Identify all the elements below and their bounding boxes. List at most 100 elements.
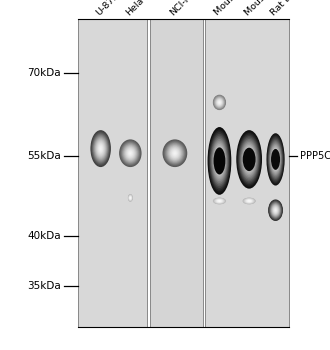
Ellipse shape (215, 149, 224, 173)
Ellipse shape (120, 141, 141, 166)
Ellipse shape (243, 148, 256, 171)
Ellipse shape (243, 145, 256, 174)
Ellipse shape (272, 205, 279, 215)
Ellipse shape (217, 100, 221, 105)
Ellipse shape (100, 148, 101, 149)
Ellipse shape (267, 134, 284, 184)
Ellipse shape (214, 96, 225, 109)
Ellipse shape (98, 144, 103, 153)
Ellipse shape (248, 200, 251, 202)
Ellipse shape (275, 209, 277, 212)
Text: 55kDa: 55kDa (27, 151, 61, 161)
Ellipse shape (126, 148, 134, 158)
Ellipse shape (120, 140, 141, 166)
Ellipse shape (242, 142, 257, 177)
Ellipse shape (267, 133, 284, 186)
Ellipse shape (167, 145, 182, 162)
Ellipse shape (92, 133, 109, 164)
Ellipse shape (244, 198, 254, 203)
Ellipse shape (163, 140, 187, 166)
Text: NCI-H460: NCI-H460 (169, 0, 207, 18)
Ellipse shape (121, 141, 140, 165)
Ellipse shape (217, 154, 222, 168)
Ellipse shape (172, 150, 178, 157)
Ellipse shape (164, 141, 186, 166)
Text: Rat testis: Rat testis (269, 0, 307, 18)
Ellipse shape (217, 100, 222, 105)
Ellipse shape (218, 158, 221, 164)
Ellipse shape (129, 196, 132, 200)
Ellipse shape (215, 147, 224, 175)
Ellipse shape (215, 198, 224, 203)
Ellipse shape (217, 200, 221, 202)
Ellipse shape (240, 139, 258, 180)
Ellipse shape (272, 149, 279, 170)
Ellipse shape (216, 98, 223, 107)
Ellipse shape (128, 195, 132, 201)
Ellipse shape (125, 146, 136, 160)
Text: 70kDa: 70kDa (27, 68, 61, 78)
Ellipse shape (214, 96, 225, 108)
Ellipse shape (96, 140, 105, 157)
Ellipse shape (217, 200, 222, 202)
Text: Mouse kidney: Mouse kidney (213, 0, 266, 18)
Ellipse shape (273, 153, 278, 166)
Ellipse shape (218, 100, 221, 104)
Ellipse shape (174, 152, 176, 155)
Ellipse shape (214, 198, 224, 203)
Ellipse shape (173, 151, 177, 155)
Ellipse shape (273, 206, 278, 214)
Ellipse shape (236, 130, 262, 189)
Ellipse shape (164, 141, 185, 165)
Ellipse shape (124, 146, 137, 161)
Ellipse shape (267, 136, 284, 183)
Ellipse shape (214, 97, 224, 108)
Ellipse shape (168, 146, 182, 161)
Ellipse shape (248, 156, 250, 162)
Ellipse shape (270, 202, 281, 219)
Ellipse shape (215, 97, 224, 107)
Ellipse shape (218, 156, 221, 166)
Ellipse shape (269, 140, 282, 179)
Ellipse shape (272, 205, 279, 216)
Ellipse shape (212, 139, 227, 183)
Bar (78, 19, 147, 327)
Ellipse shape (269, 201, 282, 220)
Ellipse shape (213, 142, 226, 180)
Text: PPP5C: PPP5C (300, 151, 330, 161)
Ellipse shape (244, 198, 254, 204)
Ellipse shape (214, 146, 225, 176)
Ellipse shape (129, 195, 132, 201)
Ellipse shape (91, 131, 110, 166)
Ellipse shape (268, 139, 283, 180)
Ellipse shape (119, 139, 142, 167)
Ellipse shape (90, 130, 111, 167)
Ellipse shape (275, 210, 276, 211)
Ellipse shape (210, 134, 229, 188)
Text: 40kDa: 40kDa (27, 231, 61, 242)
Ellipse shape (130, 197, 131, 199)
Ellipse shape (214, 96, 225, 109)
Ellipse shape (219, 102, 220, 103)
Ellipse shape (216, 199, 222, 203)
Ellipse shape (270, 202, 281, 218)
Ellipse shape (248, 158, 250, 161)
Ellipse shape (214, 198, 225, 204)
Ellipse shape (162, 139, 187, 167)
Ellipse shape (208, 129, 231, 193)
Ellipse shape (246, 199, 252, 203)
Ellipse shape (238, 133, 261, 186)
Ellipse shape (269, 201, 282, 219)
Ellipse shape (212, 141, 227, 181)
Ellipse shape (214, 144, 225, 178)
Ellipse shape (274, 155, 277, 163)
Ellipse shape (170, 148, 180, 159)
Ellipse shape (237, 132, 261, 187)
Ellipse shape (245, 199, 253, 203)
Ellipse shape (128, 194, 133, 202)
Ellipse shape (272, 204, 280, 216)
Ellipse shape (209, 131, 230, 191)
Ellipse shape (275, 209, 276, 211)
Ellipse shape (218, 101, 220, 104)
Ellipse shape (217, 99, 222, 105)
